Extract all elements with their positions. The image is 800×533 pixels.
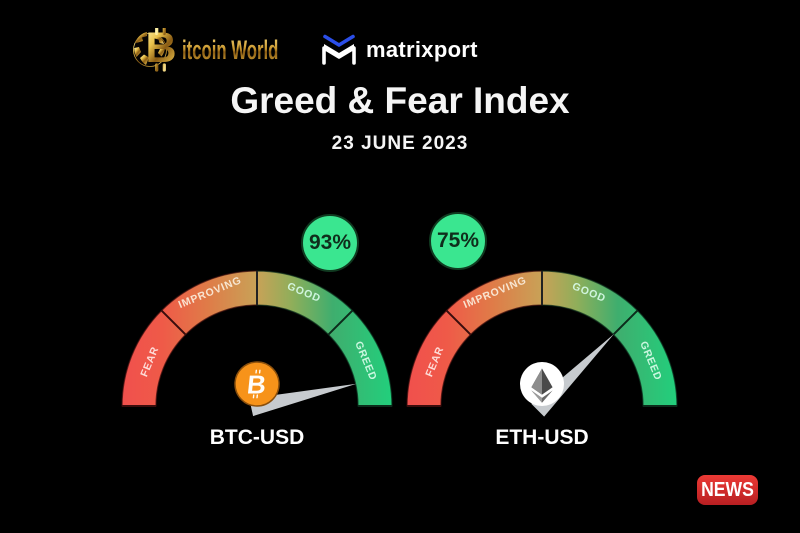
svg-text:B: B [145, 28, 176, 72]
svg-text:B: B [246, 369, 268, 399]
